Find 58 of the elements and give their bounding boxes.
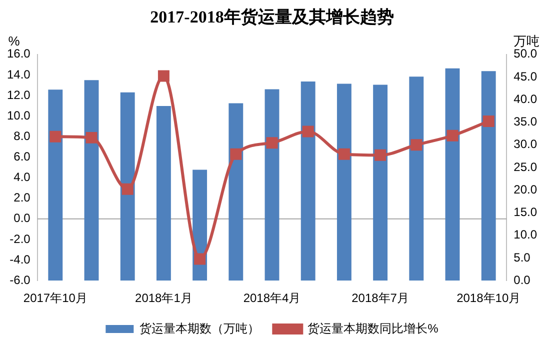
x-tick-label: 2018年10月 (456, 291, 521, 306)
point (482, 115, 494, 127)
y2-tick-label: 40.0 (514, 92, 538, 106)
bar (120, 92, 135, 281)
bar (409, 76, 424, 281)
legend-label: 货运量本期数同比增长% (308, 321, 439, 336)
point (158, 70, 170, 82)
y2-tick-label: 45.0 (514, 69, 538, 84)
bar (445, 68, 460, 281)
y-tick-label: 8.0 (14, 128, 31, 143)
y-tick-label: -2.0 (10, 232, 31, 246)
point (302, 126, 314, 138)
y2-tick-label: 50.0 (514, 46, 538, 61)
y-tick-label: 6.0 (14, 150, 31, 164)
y-axis-title: % (8, 33, 20, 48)
y-tick-label: 14.0 (6, 67, 31, 82)
y2-tick-label: 0.0 (514, 272, 531, 287)
point (50, 130, 62, 142)
y2-axis-title: 万吨 (514, 33, 540, 48)
point (194, 253, 206, 265)
y2-tick-label: 25.0 (514, 160, 538, 174)
y2-tick-label: 30.0 (514, 137, 538, 152)
point (230, 148, 242, 160)
y-tick-label: 16.0 (6, 46, 31, 61)
y2-tick-label: 5.0 (514, 250, 531, 264)
bar (228, 103, 244, 281)
y-tick-label: 10.0 (6, 108, 31, 122)
point (410, 139, 422, 151)
y2-tick-label: 15.0 (514, 205, 538, 220)
y2-tick-label: 35.0 (514, 114, 538, 129)
point (374, 149, 386, 161)
bar (264, 89, 280, 281)
bar (481, 71, 496, 281)
x-tick-label: 2018年1月 (135, 291, 192, 306)
legend-label: 货运量本期数（万吨） (140, 321, 260, 336)
y-tick-label: -6.0 (10, 272, 31, 287)
point (446, 130, 458, 142)
y-tick-label: 12.0 (6, 88, 31, 102)
bar (373, 84, 388, 281)
x-tick-label: 2017年10月 (23, 291, 88, 306)
point (338, 148, 350, 160)
y-tick-label: 2.0 (14, 190, 31, 205)
bar (48, 90, 63, 281)
bar (300, 82, 316, 281)
bar (84, 80, 99, 281)
bar (336, 84, 352, 281)
y2-tick-label: 10.0 (514, 228, 538, 242)
point (86, 132, 98, 144)
bar (156, 106, 171, 281)
point (266, 137, 278, 149)
y-tick-label: -4.0 (10, 252, 31, 266)
y-tick-label: 0.0 (14, 211, 31, 226)
chart-title: 2017-2018年货运量及其增长趋势 (150, 8, 394, 27)
point (122, 183, 134, 195)
x-tick-label: 2018年4月 (243, 291, 301, 306)
x-tick-label: 2018年7月 (352, 291, 409, 306)
y-tick-label: 4.0 (14, 170, 31, 184)
y2-tick-label: 20.0 (514, 182, 538, 196)
